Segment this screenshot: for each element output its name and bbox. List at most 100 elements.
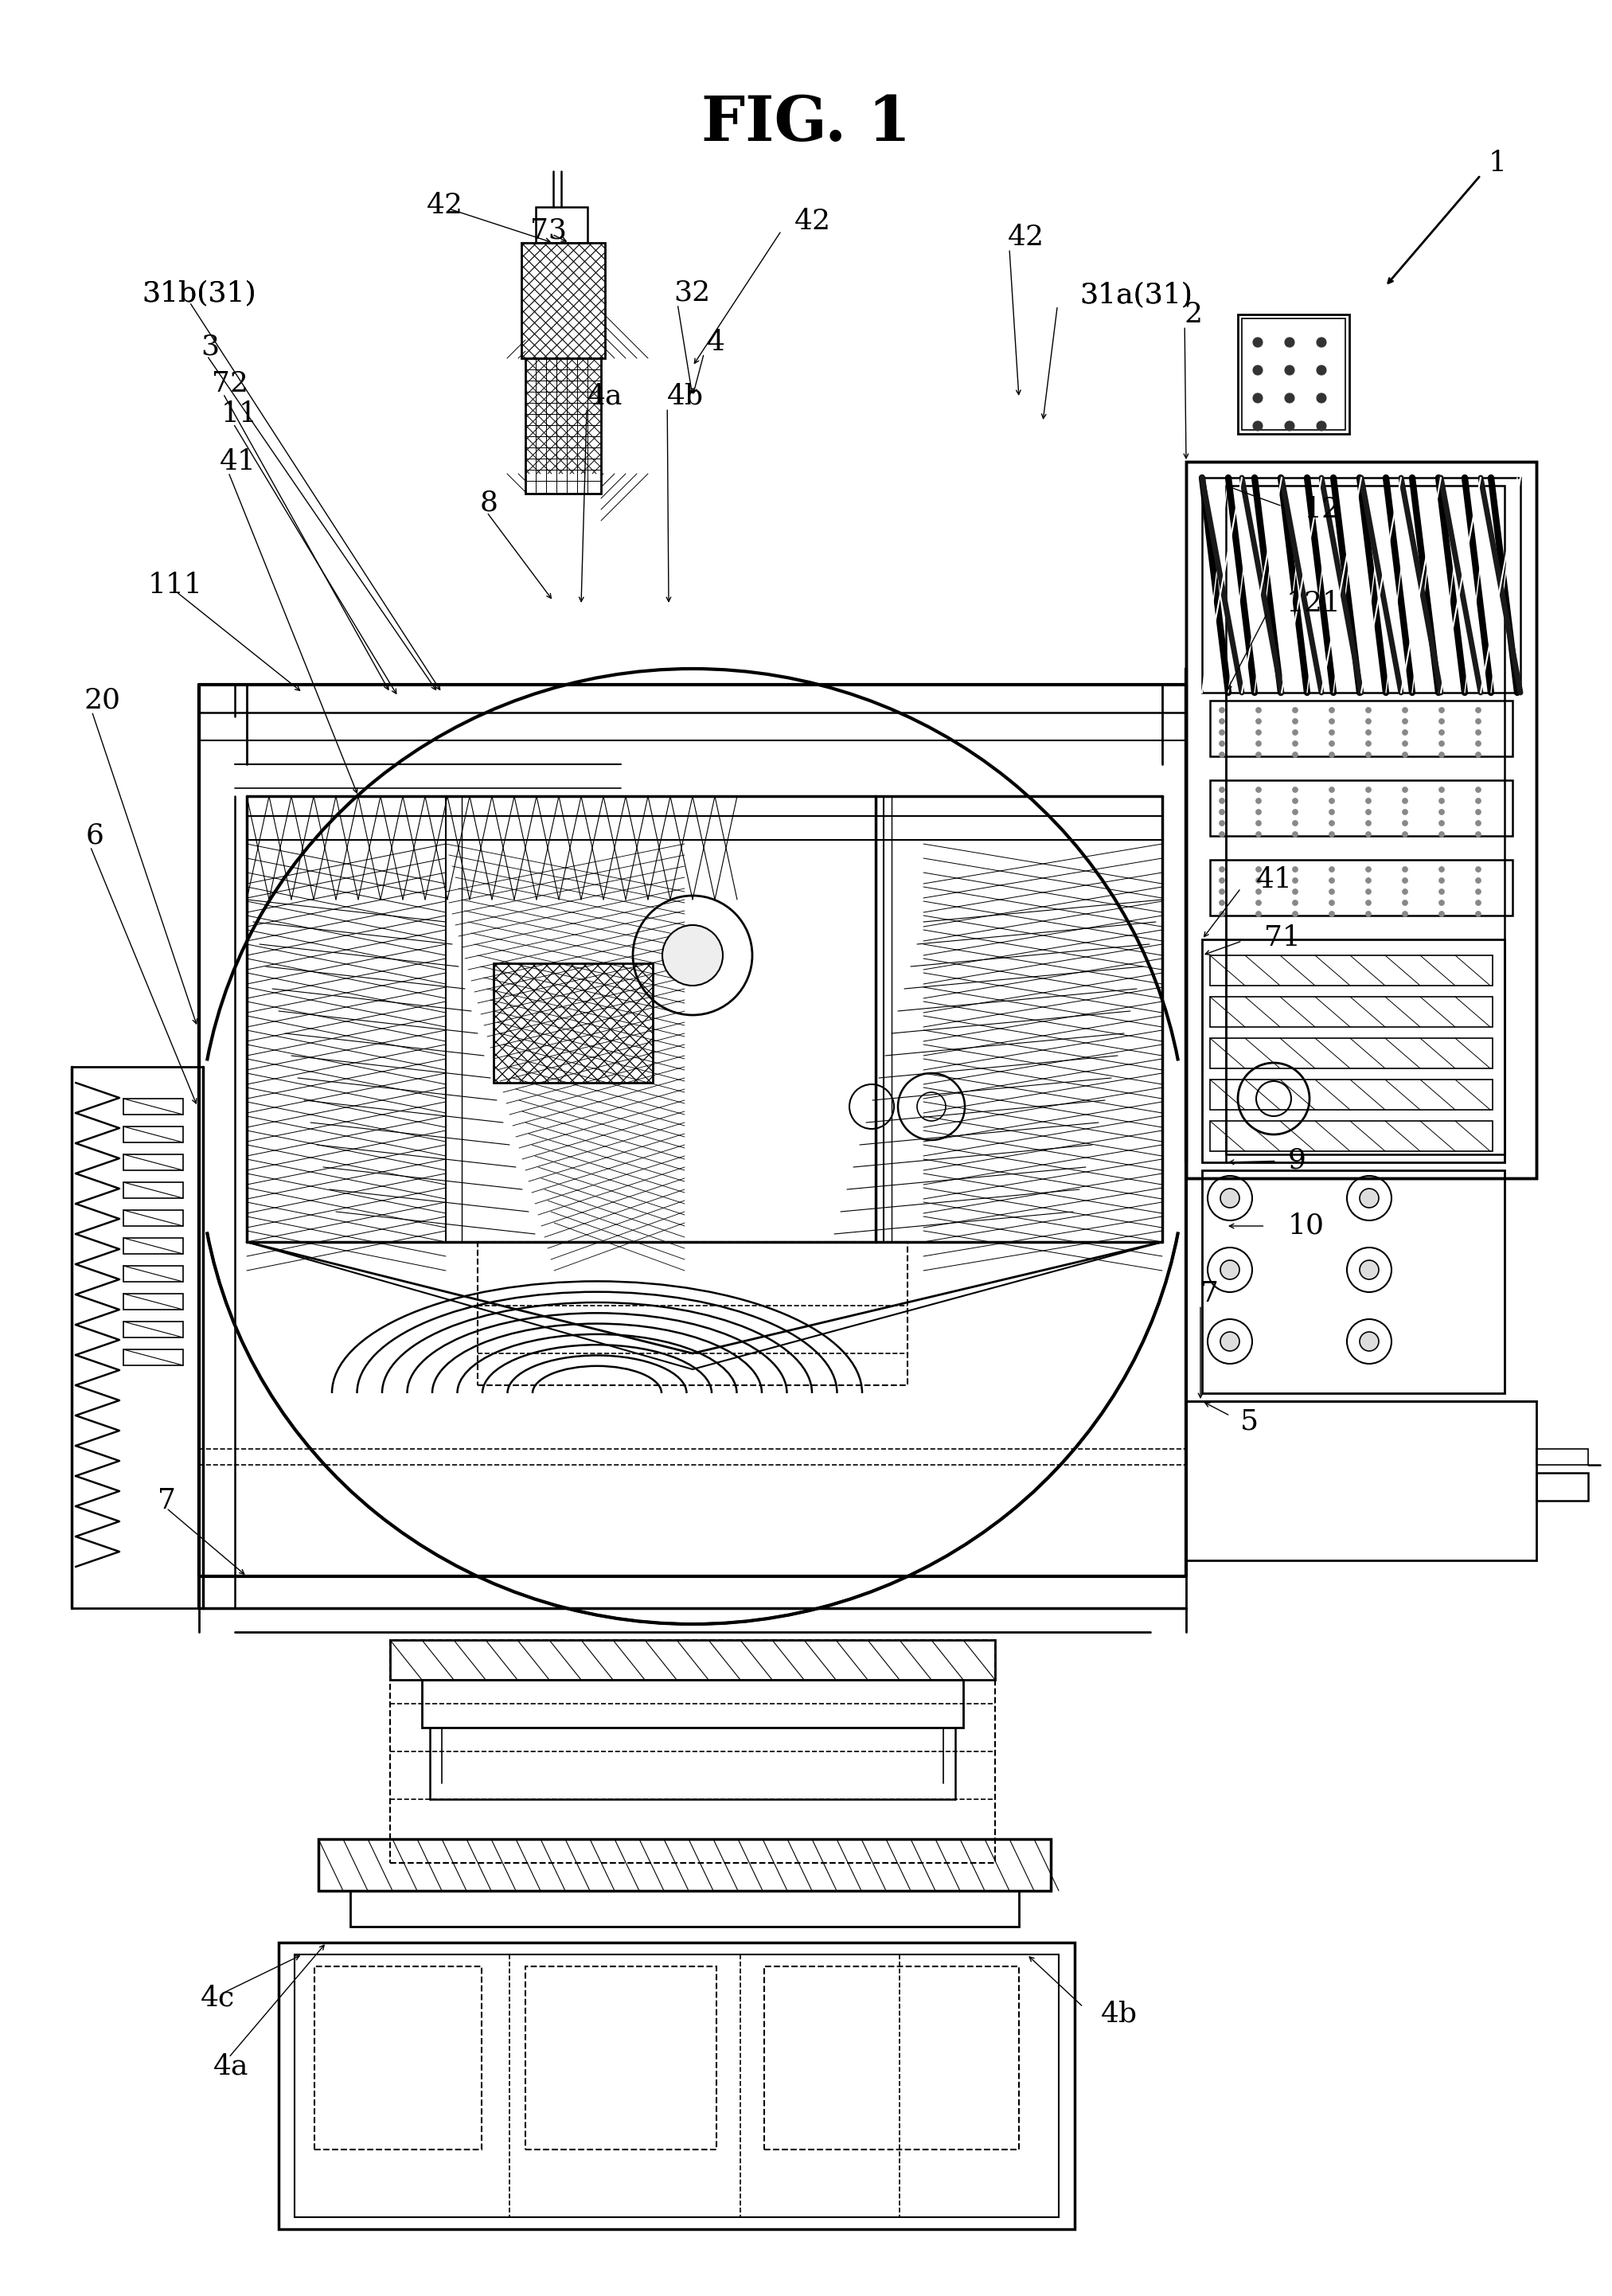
Bar xyxy=(350,1892,1019,1926)
Circle shape xyxy=(1365,799,1372,804)
Bar xyxy=(295,1954,1059,2218)
Text: FIG. 1: FIG. 1 xyxy=(701,94,911,154)
Circle shape xyxy=(1440,831,1444,838)
Circle shape xyxy=(1440,707,1444,714)
Bar xyxy=(1211,996,1493,1026)
Circle shape xyxy=(1402,799,1407,804)
Circle shape xyxy=(1359,1332,1378,1350)
Bar xyxy=(493,964,653,1084)
Circle shape xyxy=(1293,707,1298,714)
Text: 20: 20 xyxy=(84,687,121,714)
Circle shape xyxy=(1219,866,1225,872)
Text: 9: 9 xyxy=(1288,1148,1306,1173)
Circle shape xyxy=(1475,877,1481,884)
Text: 73: 73 xyxy=(530,218,567,243)
Bar xyxy=(71,1068,203,1607)
Circle shape xyxy=(1219,799,1225,804)
Bar xyxy=(1238,315,1349,434)
Circle shape xyxy=(1219,900,1225,905)
Circle shape xyxy=(1328,730,1335,735)
Circle shape xyxy=(1328,788,1335,792)
Circle shape xyxy=(1285,338,1294,347)
Circle shape xyxy=(1219,889,1225,895)
Circle shape xyxy=(663,925,722,985)
Circle shape xyxy=(1440,877,1444,884)
Bar xyxy=(1211,1038,1493,1068)
Bar xyxy=(1211,781,1512,836)
Circle shape xyxy=(1475,751,1481,758)
Circle shape xyxy=(1402,788,1407,792)
Bar xyxy=(1211,700,1512,755)
Text: 7: 7 xyxy=(1201,1281,1219,1306)
Bar xyxy=(1186,1401,1536,1561)
Text: 7: 7 xyxy=(158,1488,176,1515)
Circle shape xyxy=(1365,742,1372,746)
Bar xyxy=(1211,955,1493,985)
Circle shape xyxy=(1256,719,1261,723)
Circle shape xyxy=(1359,1261,1378,1279)
Circle shape xyxy=(1293,831,1298,838)
Text: 41: 41 xyxy=(219,448,256,475)
Circle shape xyxy=(1219,707,1225,714)
Circle shape xyxy=(1219,788,1225,792)
Circle shape xyxy=(1402,866,1407,872)
Circle shape xyxy=(1253,338,1262,347)
Circle shape xyxy=(1293,866,1298,872)
Text: 32: 32 xyxy=(674,280,711,305)
Text: 4a: 4a xyxy=(587,383,622,411)
Circle shape xyxy=(1219,751,1225,758)
Circle shape xyxy=(1440,719,1444,723)
Text: 4a: 4a xyxy=(213,2053,248,2080)
Text: 1: 1 xyxy=(1488,149,1507,177)
Circle shape xyxy=(1365,900,1372,905)
Circle shape xyxy=(1253,393,1262,402)
Circle shape xyxy=(1365,808,1372,815)
Text: 6: 6 xyxy=(85,822,105,850)
Text: 31b(31): 31b(31) xyxy=(142,280,256,305)
Circle shape xyxy=(1475,788,1481,792)
Circle shape xyxy=(1285,393,1294,402)
Bar xyxy=(1536,1472,1588,1502)
Text: 8: 8 xyxy=(480,489,498,517)
Bar xyxy=(124,1100,184,1114)
Text: 71: 71 xyxy=(1264,925,1301,951)
Bar xyxy=(314,1965,482,2149)
Circle shape xyxy=(1256,889,1261,895)
Circle shape xyxy=(1256,912,1261,916)
Bar xyxy=(1211,1079,1493,1109)
Circle shape xyxy=(1365,831,1372,838)
Circle shape xyxy=(1219,912,1225,916)
Circle shape xyxy=(1328,866,1335,872)
Circle shape xyxy=(1475,742,1481,746)
Circle shape xyxy=(1293,788,1298,792)
Circle shape xyxy=(1256,866,1261,872)
Circle shape xyxy=(1402,742,1407,746)
Circle shape xyxy=(1328,719,1335,723)
Circle shape xyxy=(1440,889,1444,895)
Bar xyxy=(1186,461,1536,1178)
Circle shape xyxy=(1440,912,1444,916)
Circle shape xyxy=(1219,820,1225,827)
Circle shape xyxy=(1219,719,1225,723)
Text: 42: 42 xyxy=(1008,223,1045,250)
Circle shape xyxy=(1475,719,1481,723)
Bar xyxy=(1203,478,1520,693)
Bar xyxy=(1241,319,1346,429)
Circle shape xyxy=(1328,889,1335,895)
Circle shape xyxy=(1256,742,1261,746)
Bar xyxy=(124,1182,184,1199)
Bar xyxy=(319,1839,1051,1892)
Circle shape xyxy=(1220,1189,1240,1208)
Circle shape xyxy=(1219,877,1225,884)
Circle shape xyxy=(1365,751,1372,758)
Circle shape xyxy=(1402,900,1407,905)
Circle shape xyxy=(1253,365,1262,374)
Text: 12: 12 xyxy=(1304,496,1341,523)
Circle shape xyxy=(1402,877,1407,884)
Circle shape xyxy=(1402,808,1407,815)
Text: 41: 41 xyxy=(1256,866,1293,893)
Text: 11: 11 xyxy=(221,400,258,427)
Bar xyxy=(124,1155,184,1171)
Text: 42: 42 xyxy=(427,193,463,218)
Bar xyxy=(124,1350,184,1366)
